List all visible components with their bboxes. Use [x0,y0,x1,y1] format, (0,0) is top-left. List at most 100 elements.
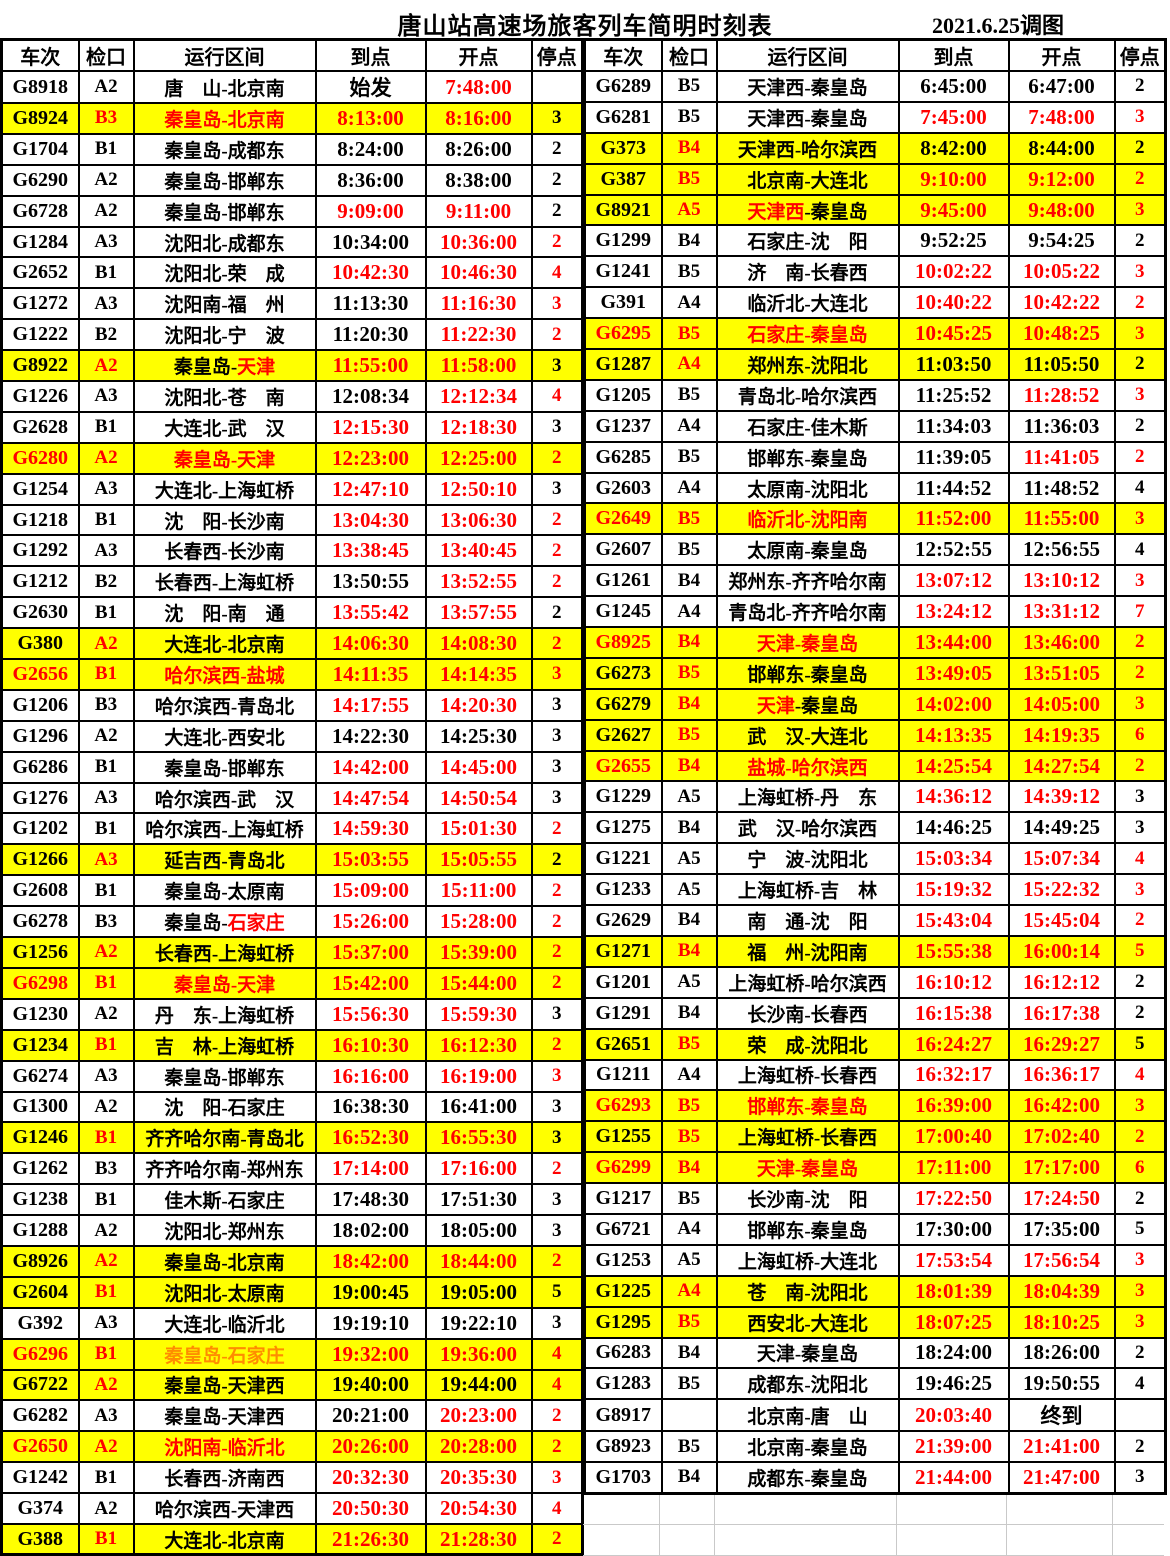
train-number-cell: G373 [583,131,663,165]
route-segment: 秦皇岛-石家庄 [164,1345,285,1367]
route-segment: 秦皇岛-邯郸东 [164,758,285,780]
departure-cell: 17:51:30 [424,1183,533,1217]
route-segment: 沈阳北-太原南 [164,1283,285,1305]
route-segment: 大连北-上海虹桥 [154,480,295,502]
train-number-cell: G1255 [583,1120,663,1154]
route-cell: 南 通-沈 阳 [715,904,900,937]
column-header-gate: 检口 [77,38,135,72]
gate-cell: B1 [77,1337,135,1371]
train-number-cell: G1201 [583,965,663,999]
arrival-cell: 16:32:17 [897,1058,1010,1092]
route-cell: 成都东-秦皇岛 [715,1461,900,1495]
arrival-cell: 14:17:55 [314,688,427,722]
gate-cell: B1 [77,1183,135,1217]
table-row: G1291 B4 长沙南-长春西 16:15:38 16:17:38 2 [583,996,1167,1030]
stop-cell: 2 [1113,440,1167,474]
gate-cell: A3 [77,1399,135,1433]
arrival-cell: 14:11:35 [314,658,427,691]
train-number-cell: G1229 [583,780,663,814]
table-row: G2650 A2 沈阳南-临沂北 20:26:00 20:28:00 2 [0,1430,584,1464]
departure-cell: 13:52:55 [424,565,533,599]
route-cell: 天津西-秦皇岛 [715,100,900,134]
departure-cell: 16:00:14 [1007,934,1116,968]
route-cell: 沈阳北-成都东 [132,225,317,259]
arrival-cell: 15:55:38 [897,934,1010,968]
departure-cell: 15:39:00 [424,936,533,969]
stop-cell: 2 [1113,131,1167,165]
departure-cell: 11:41:05 [1007,440,1116,474]
train-number-cell: G2628 [0,410,80,444]
arrival-cell: 9:45:00 [897,193,1010,227]
arrival-cell: 15:56:30 [314,997,427,1031]
gate-cell: B4 [660,687,718,721]
departure-cell: 14:14:35 [424,658,533,691]
route-cell: 邯郸东-秦皇岛 [715,1212,900,1246]
train-number-cell: G2604 [0,1275,80,1309]
route-cell: 秦皇岛-天津 [132,966,317,1000]
route-segment: 石家庄-佳木斯 [747,417,868,439]
arrival-cell: 15:43:04 [897,904,1010,937]
departure-cell: 19:05:00 [424,1275,533,1309]
route-segment: 上海虹桥-长春西 [737,1128,878,1150]
route-segment: -秦皇岛 [804,201,868,223]
gate-cell: B2 [77,565,135,599]
route-cell: 天津西-秦皇岛 [715,193,900,227]
route-cell: 沈阳北-太原南 [132,1275,317,1309]
route-cell: 大连北-北京南 [132,1522,317,1556]
arrival-cell: 18:42:00 [314,1244,427,1278]
route-segment: 沈阳北-郑州东 [164,1222,285,1243]
empty-cell [1113,1495,1164,1526]
stop-cell: 2 [1113,1182,1167,1215]
route-segment: -秦皇岛 [794,695,859,717]
arrival-cell: 11:44:52 [897,471,1010,505]
gate-cell: B4 [660,564,718,598]
stop-cell: 3 [530,472,584,506]
gate-cell: A5 [660,873,718,907]
stop-cell: 3 [1113,564,1167,598]
empty-cell [583,1494,660,1526]
stop-cell: 3 [1113,780,1167,814]
gate-cell: B5 [660,317,718,351]
empty-grid-rows [583,1494,1164,1556]
arrival-cell: 14:22:30 [314,719,427,753]
gate-cell: B4 [660,904,718,937]
stop-cell: 3 [530,1214,584,1247]
train-number-cell: G6295 [583,317,663,351]
route-segment: 秦皇岛-北京南 [164,1252,285,1274]
train-number-cell: G387 [583,162,663,196]
arrival-cell: 14:36:12 [897,780,1010,814]
departure-cell: 16:12:12 [1007,965,1116,999]
route-segment: 吉 林-上海虹桥 [154,1036,295,1058]
stop-cell: 3 [530,1183,584,1217]
stop-cell: 3 [1113,1305,1167,1339]
route-segment: 临沂北-大连北 [747,294,868,316]
stop-cell: 2 [530,905,584,939]
table-row: G1221 A5 宁 波-沈阳北 15:03:34 15:07:34 4 [583,842,1167,876]
table-row: G2607 B5 太原南-秦皇岛 12:52:55 12:56:55 4 [583,533,1167,567]
route-cell: 沈 阳-南 通 [132,596,317,630]
arrival-cell: 12:47:10 [314,472,427,506]
table-row: G1241 B5 济 南-长春西 10:02:22 10:05:22 3 [583,255,1167,289]
departure-cell: 16:17:38 [1007,996,1116,1030]
table-row: G2655 B4 盐城-哈尔滨西 14:25:54 14:27:54 2 [583,749,1167,783]
column-header-stop: 停点 [530,38,584,72]
empty-row [583,1494,1164,1526]
timetable-right-body: G6289 B5 天津西-秦皇岛 6:45:00 6:47:00 2 G6281 B5 天津西-… [583,70,1167,1495]
stop-cell: 2 [530,596,584,630]
header-row: 车次 检口 运行区间 到点 开点 停点 [0,38,584,72]
stop-cell: 3 [1113,255,1167,289]
train-number-cell: G8922 [0,349,80,383]
stop-cell: 2 [530,812,584,846]
arrival-cell: 12:08:34 [314,380,427,413]
departure-cell: 16:41:00 [424,1090,533,1124]
stop-cell: 2 [530,225,584,259]
arrival-cell: 14:02:00 [897,687,1010,721]
route-segment: 上海虹桥-哈尔滨西 [728,973,887,995]
table-row: G1217 B5 长沙南-沈 阳 17:22:50 17:24:50 2 [583,1182,1167,1215]
stop-cell: 4 [1113,471,1167,505]
table-row: G1261 B4 郑州东-齐齐哈尔南 13:07:12 13:10:12 3 [583,564,1167,598]
gate-cell: B1 [77,256,135,290]
stop-cell: 2 [1113,70,1167,103]
departure-cell: 21:41:00 [1007,1430,1116,1464]
arrival-cell: 11:25:52 [897,378,1010,412]
